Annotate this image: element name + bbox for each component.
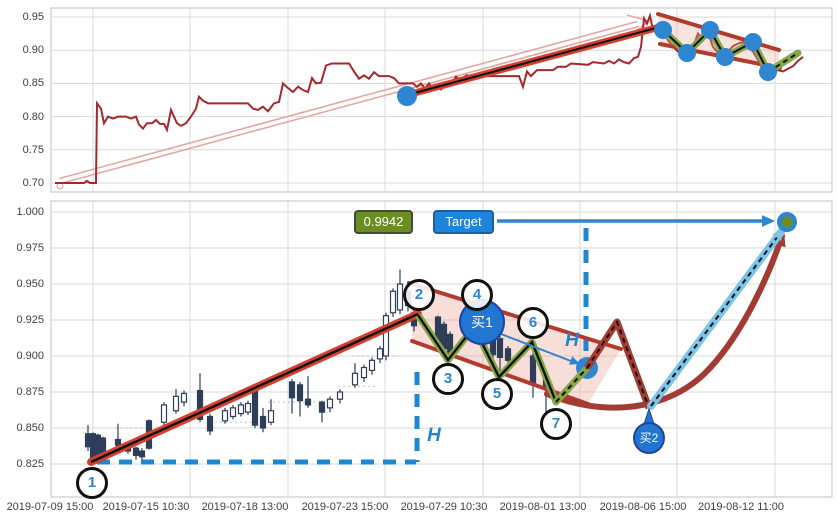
trend-start-dot (397, 86, 417, 106)
zigzag-dot (759, 63, 777, 81)
candle (172, 395, 180, 412)
candle (114, 438, 122, 446)
candle (160, 404, 168, 423)
zigzag-dot (744, 33, 762, 51)
candle (84, 433, 92, 448)
candle (221, 410, 229, 422)
candle (304, 398, 312, 406)
buy1-marker[interactable]: 买1 (459, 299, 505, 345)
candle (237, 404, 245, 415)
candle (382, 315, 390, 357)
candle (404, 290, 412, 307)
candle (229, 407, 237, 418)
buy2-marker[interactable]: 买2 (633, 422, 665, 454)
candle (496, 338, 504, 359)
zigzag-dot (678, 44, 696, 62)
candle (368, 359, 376, 372)
candle (360, 366, 368, 379)
candle (336, 391, 344, 400)
candle (89, 433, 97, 459)
candle (94, 434, 102, 458)
candle (318, 401, 326, 413)
candle (326, 398, 334, 409)
candle (132, 447, 140, 456)
candle (196, 389, 204, 420)
candle (376, 348, 384, 360)
candle (267, 410, 275, 423)
candle (259, 415, 267, 429)
zigzag-dot (654, 21, 672, 39)
candle (138, 450, 146, 458)
candle (504, 348, 512, 361)
zigzag-dot (701, 21, 719, 39)
candle (529, 355, 537, 384)
candle (296, 384, 304, 402)
candle (180, 392, 188, 403)
zigzag-dot (716, 48, 734, 66)
candle (351, 372, 359, 386)
candle (244, 402, 252, 413)
price-line (55, 12, 804, 184)
candle (251, 389, 259, 426)
candle (389, 290, 397, 314)
candle (288, 381, 296, 399)
candle (206, 415, 214, 432)
candle (396, 283, 404, 311)
